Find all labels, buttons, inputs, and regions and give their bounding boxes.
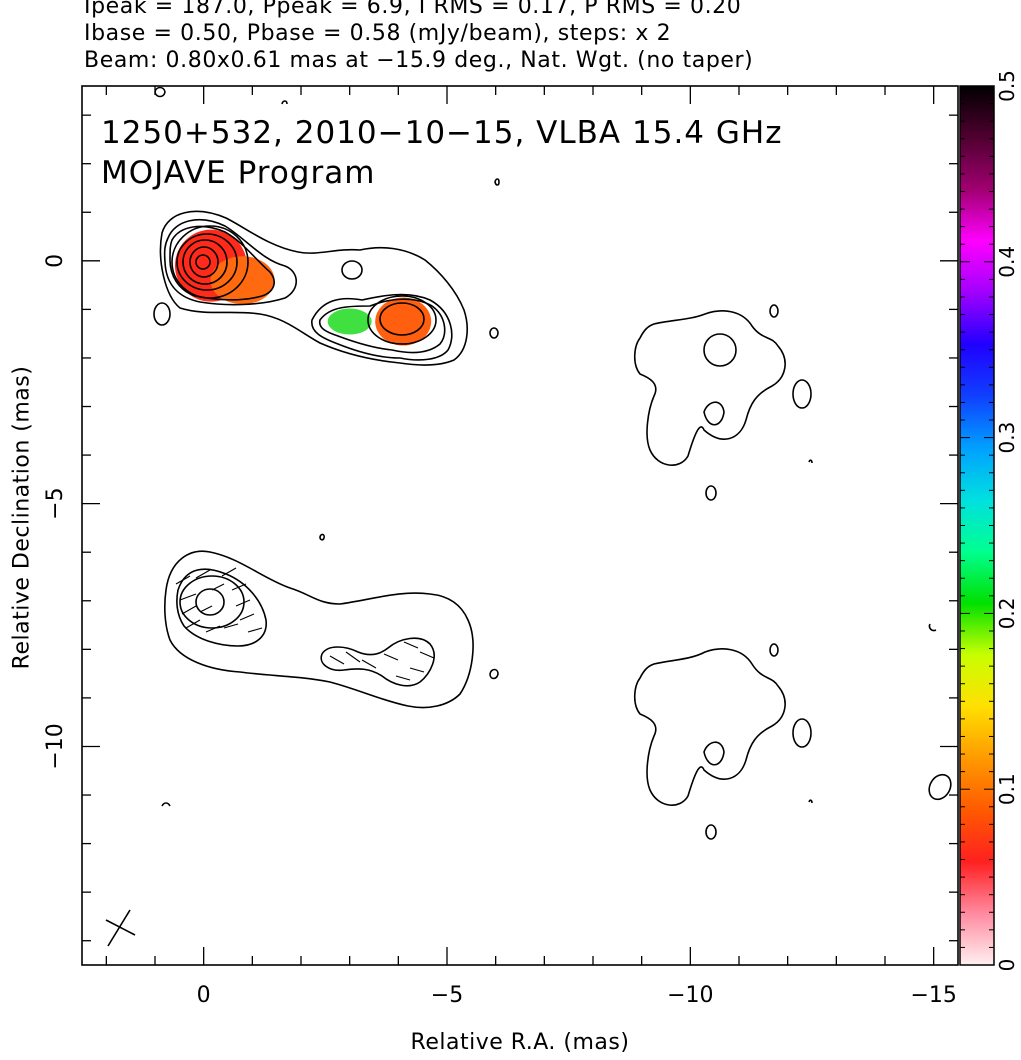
contour-east-hole-2 <box>703 401 725 426</box>
pol-contour-2 <box>176 568 267 647</box>
pol-contour-outer <box>164 550 474 709</box>
plot-title-line-2: MOJAVE Program <box>101 155 375 191</box>
contour-tiny-5 <box>319 533 325 541</box>
colorbar-tick-label: 0.5 <box>995 70 1019 102</box>
polarization-patches <box>174 229 432 346</box>
header-line-3: Beam: 0.80x0.61 mas at −15.9 deg., Nat. … <box>84 48 754 73</box>
pol-contour-knot <box>320 637 435 687</box>
plot-title-line-1: 1250+532, 2010−10−15, VLBA 15.4 GHz <box>101 115 782 151</box>
colorbar-tick-label: 0.1 <box>995 773 1019 805</box>
beam-marker <box>105 909 136 947</box>
x-tick-label: 0 <box>197 983 211 1008</box>
contour-core-8 <box>195 254 211 270</box>
x-tick-label: −5 <box>431 983 463 1008</box>
pol-tiny-3 <box>928 623 937 632</box>
colorbar-gradient <box>959 85 995 966</box>
contour-core-3 <box>169 225 275 301</box>
polarization-patch <box>375 297 432 346</box>
contour-knot-2 <box>318 298 446 354</box>
colorbar-tick-label: 0.2 <box>995 597 1019 629</box>
pol-far-blob <box>928 773 952 801</box>
contour-tiny-1 <box>154 86 166 98</box>
polarization-patch <box>327 308 372 335</box>
colorbar-tick-label: 0.4 <box>995 246 1019 278</box>
contour-east-blob-2 <box>769 304 779 318</box>
pol-contour-3 <box>179 575 245 629</box>
contour-knot-4 <box>379 302 425 336</box>
lower-contours <box>161 550 952 840</box>
pol-east-blob-3 <box>705 824 717 840</box>
contour-knot-5 <box>341 260 363 280</box>
pol-east-hole <box>703 741 725 766</box>
contour-tiny-3 <box>494 178 500 186</box>
contour-core-2 <box>163 218 298 306</box>
pol-tiny-2 <box>489 668 499 680</box>
x-axis-title: Relative R.A. (mas) <box>410 1030 630 1055</box>
pol-tiny-1 <box>161 802 171 807</box>
pol-east-blob-1 <box>792 718 812 748</box>
y-axis-title: Relative Declination (mas) <box>9 365 35 670</box>
y-tick-label: −10 <box>43 723 68 769</box>
contour-knot-1 <box>311 293 453 361</box>
contour-east-blob-4 <box>808 459 813 464</box>
contour-knot-3 <box>367 295 437 345</box>
contour-east-blob-1 <box>792 379 812 409</box>
contour-tiny-4 <box>489 327 499 339</box>
contour-east-region <box>633 310 786 466</box>
header-line-2: Ibase = 0.50, Pbase = 0.58 (mJy/beam), s… <box>84 21 672 46</box>
contour-tiny-2 <box>281 100 288 105</box>
upper-contours <box>153 86 813 541</box>
contour-east-hole <box>703 333 737 367</box>
contour-blob-a <box>153 302 171 326</box>
contour-core-outer <box>159 210 468 366</box>
colorbar: 0 0.1 0.2 0.3 0.4 0.5 <box>959 70 1019 972</box>
header-line-1: Ipeak = 187.0, Ppeak = 6.9, I RMS = 0.17… <box>84 0 742 19</box>
axes: 0 −5 −10 −15 0 −5 −10 <box>43 85 959 1008</box>
plot-frame <box>81 85 959 966</box>
x-tick-label: −10 <box>667 983 713 1008</box>
contour-core-5 <box>176 233 238 291</box>
pol-east-region <box>633 648 786 806</box>
pol-east-blob-4 <box>808 799 813 804</box>
contour-east-blob-3 <box>705 485 717 501</box>
x-tick-label: −15 <box>910 983 956 1008</box>
y-tick-label: 0 <box>43 254 68 268</box>
colorbar-tick-label: 0.3 <box>995 422 1019 454</box>
contour-core-6 <box>182 239 228 285</box>
pol-contour-4 <box>195 588 225 616</box>
colorbar-tick-label: 0 <box>995 959 1019 972</box>
y-tick-label: −5 <box>43 487 68 519</box>
contour-core-4 <box>171 225 249 299</box>
evpa-vectors <box>175 567 435 681</box>
pol-east-blob-2 <box>769 643 779 657</box>
contour-core-7 <box>189 246 219 278</box>
